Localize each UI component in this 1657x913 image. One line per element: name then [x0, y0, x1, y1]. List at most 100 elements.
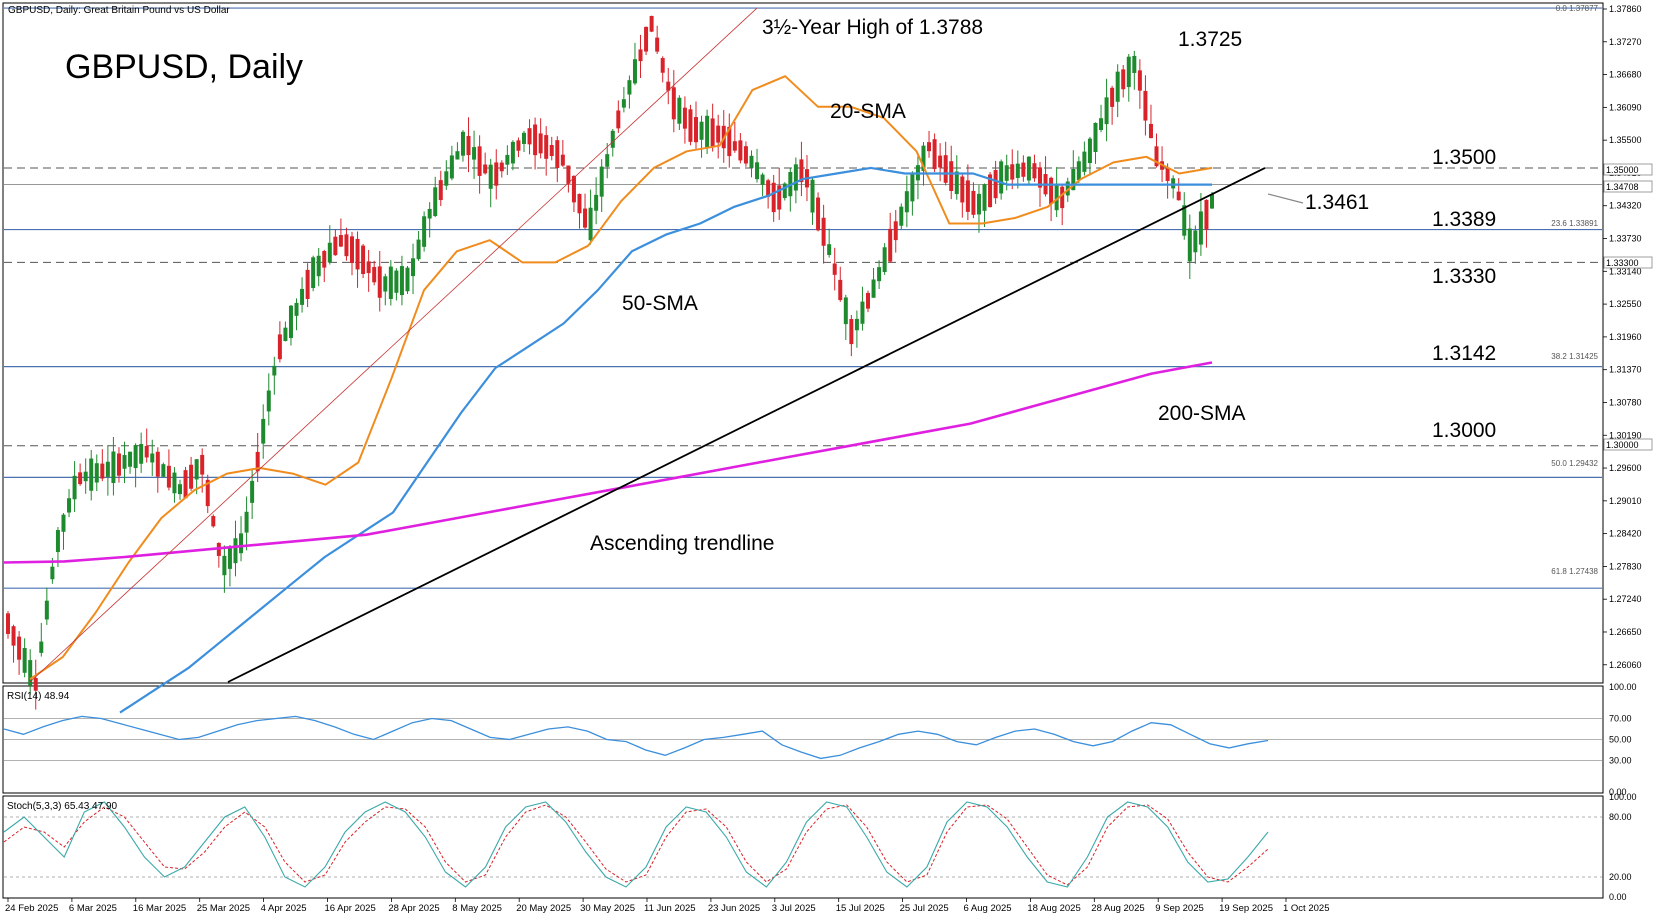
price-tick-label: 1.30190: [1609, 430, 1642, 440]
candle: [372, 260, 377, 286]
candle: [438, 170, 443, 207]
fib-diagonal-line: [29, 7, 758, 683]
candle: [311, 255, 316, 292]
current-pointer: [1267, 193, 1304, 204]
fib-label-50: 50.0 1.29432: [1551, 459, 1598, 468]
rsi-layer: 100.00 70.00 50.00 30.00 0.00: [3, 682, 1637, 797]
candle: [477, 135, 482, 194]
candle: [755, 148, 760, 183]
candle: [954, 155, 959, 200]
candle: [1099, 104, 1104, 133]
rsi-label: RSI(14) 48.94: [7, 691, 70, 702]
candle: [44, 587, 49, 625]
price-box-1-33300: 1.33300: [1603, 256, 1653, 269]
candle: [116, 447, 121, 483]
high-annotation: 3½-Year High of 1.3788: [762, 16, 983, 39]
candle: [89, 450, 94, 501]
candle: [988, 172, 993, 208]
candle: [671, 70, 676, 133]
time-tick-label: 28 Aug 2025: [1091, 903, 1144, 913]
candle: [1054, 167, 1059, 217]
sma50-line: [119, 166, 1212, 714]
candle: [549, 136, 554, 161]
candle: [621, 87, 626, 113]
candle: [139, 432, 144, 473]
candle: [1026, 156, 1031, 185]
candle: [982, 183, 987, 228]
candle: [405, 265, 410, 295]
price-box-1-35000-text: 1.35000: [1606, 165, 1639, 175]
candle: [938, 143, 943, 182]
candle: [599, 159, 604, 213]
candle: [361, 243, 366, 279]
current-annotation: 1.3461: [1305, 191, 1369, 214]
candle: [921, 142, 926, 186]
price-tick-label: 1.27830: [1609, 561, 1642, 571]
sma20-annotation: 20-SMA: [830, 100, 906, 123]
candle: [738, 133, 743, 164]
stoch-label: Stoch(5,3,3) 65.43 47.90: [7, 801, 118, 812]
candle: [483, 152, 488, 175]
candle: [566, 165, 571, 193]
candle: [1032, 154, 1037, 182]
candle: [1093, 122, 1098, 164]
candle: [682, 96, 687, 144]
candle: [133, 443, 138, 488]
time-tick-label: 16 Mar 2025: [133, 903, 186, 913]
candle: [583, 193, 588, 230]
candle: [294, 298, 299, 331]
time-tick-label: 28 Apr 2025: [388, 903, 439, 913]
time-tick-label: 25 Mar 2025: [197, 903, 250, 913]
candle: [11, 624, 16, 663]
candle: [78, 463, 83, 486]
candle: [283, 321, 288, 342]
candle: [377, 251, 382, 312]
candle: [533, 117, 538, 170]
price-tick-label: 1.34320: [1609, 201, 1642, 211]
candle: [166, 449, 171, 491]
candle: [155, 447, 160, 493]
price-tick-label: 1.27240: [1609, 594, 1642, 604]
symbol-header: GBPUSD, Daily: Great Britain Pound vs US…: [8, 5, 230, 16]
candle: [1060, 184, 1065, 226]
candle: [388, 260, 393, 306]
candle: [122, 441, 127, 484]
candle: [272, 356, 277, 395]
candle: [305, 263, 310, 308]
level-label-1-3500: 1.3500: [1432, 146, 1496, 169]
stoch-tick-label: 0.00: [1609, 892, 1627, 902]
candle: [100, 449, 105, 482]
candle: [644, 26, 649, 56]
candle: [355, 231, 360, 288]
candle: [172, 467, 177, 503]
candle: [843, 294, 848, 340]
stoch-layer: 100.00 80.00 20.00 0.00: [3, 792, 1637, 902]
candle: [277, 321, 282, 363]
candle: [211, 514, 216, 528]
candle: [716, 114, 721, 159]
candle: [472, 130, 477, 179]
candle: [777, 167, 782, 220]
fib-label-23-6: 23.6 1.33891: [1551, 219, 1598, 228]
candle: [1182, 192, 1187, 240]
price-tick-label: 1.31960: [1609, 332, 1642, 342]
rsi-tick-label: 70.00: [1609, 714, 1632, 724]
candle: [1121, 64, 1126, 98]
candle: [838, 266, 843, 302]
candle: [250, 468, 255, 519]
candle: [910, 171, 915, 216]
chart-title: GBPUSD, Daily: [65, 48, 303, 86]
candle: [632, 42, 637, 86]
candle: [233, 520, 238, 577]
fib-label-0: 0.0 1.37877: [1556, 4, 1599, 13]
level-label-1-3000: 1.3000: [1432, 419, 1496, 442]
time-tick-label: 3 Jul 2025: [772, 903, 816, 913]
price-tick-label: 1.37270: [1609, 37, 1642, 47]
candle: [538, 118, 543, 159]
time-axis: 24 Feb 2025 6 Mar 2025 16 Mar 2025 25 Mar 2…: [5, 898, 1329, 913]
candle: [333, 229, 338, 256]
price-axis: 1.378601.372701.366801.360901.355001.349…: [1603, 4, 1642, 670]
candle: [893, 210, 898, 253]
candle: [1148, 104, 1153, 139]
